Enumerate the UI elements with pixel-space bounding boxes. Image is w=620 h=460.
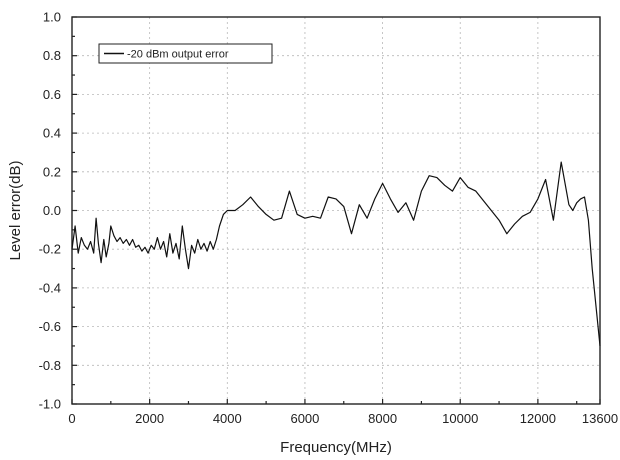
x-tick-label: 13600 [582,411,618,426]
y-tick-label: 0.8 [43,48,61,63]
x-tick-label: 8000 [368,411,397,426]
x-axis-title: Frequency(MHz) [280,439,392,456]
y-tick-label: 1.0 [43,10,61,25]
y-tick-label: -1.0 [39,397,61,412]
x-tick-label: 6000 [290,411,319,426]
legend-box [98,43,273,64]
y-tick-label: -0.6 [39,319,61,334]
plot-frame [71,16,601,405]
x-tick-label: 2000 [135,411,164,426]
x-tick-label: 10000 [442,411,478,426]
series-line-1 [71,161,601,346]
tick-layer: 0 2000 4000 6000 8000 10000 12000 13600 -1.0 -0.8… [39,10,618,427]
series-layer [71,161,601,346]
x-tick-label: 4000 [213,411,242,426]
y-tick-label: 0.0 [43,203,61,218]
legend: -20 dBm output error [98,43,273,64]
y-tick-label: -0.4 [39,280,61,295]
y-tick-label: 0.6 [43,87,61,102]
legend-label-series-1: -20 dBm output error [127,49,229,61]
y-tick-label: 0.4 [43,126,61,141]
x-tick-label: 0 [68,411,75,426]
y-axis-title: Level error(dB) [7,160,24,260]
y-tick-label: 0.2 [43,164,61,179]
x-tick-label: 12000 [520,411,556,426]
grid-layer [72,17,600,404]
y-tick-label: -0.2 [39,242,61,257]
y-tick-label: -0.8 [39,358,61,373]
